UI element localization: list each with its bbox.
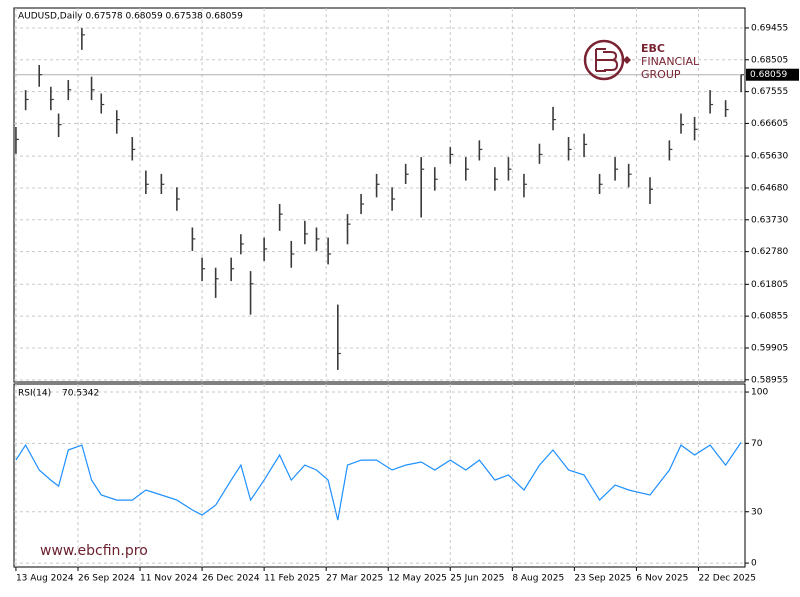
chart-header: AUDUSD,Daily 0.67578 0.68059 0.67538 0.6…	[18, 12, 243, 22]
watermark: www.ebcfin.pro	[40, 543, 148, 559]
grid	[14, 8, 745, 567]
y-tick-label: 0.65630	[751, 152, 788, 162]
x-tick-label: 6 Nov 2025	[636, 574, 688, 584]
rsi-line	[15, 442, 742, 521]
x-tick-label: 22 Dec 2025	[698, 574, 756, 584]
y-tick-label: 0.61805	[751, 280, 788, 290]
y-tick-label: 70	[751, 439, 763, 449]
y-tick-label: 0.58955	[751, 375, 788, 385]
x-tick-label: 12 May 2025	[388, 574, 447, 584]
y-tick-label: 30	[751, 507, 763, 517]
y-tick-label: 0.66605	[751, 119, 788, 129]
y-tick-label: 0.64680	[751, 183, 788, 193]
y-tick-label: 0	[751, 559, 757, 569]
x-tick-label: 23 Sep 2025	[574, 574, 631, 584]
x-tick-label: 26 Sep 2024	[78, 574, 135, 584]
y-tick-label: 0.67555	[751, 87, 788, 97]
last-price-box	[746, 68, 799, 81]
x-tick-label: 11 Nov 2024	[140, 574, 198, 584]
x-tick-label: 26 Dec 2024	[202, 574, 260, 584]
marks	[15, 28, 745, 521]
y-tick-label: 0.62780	[751, 247, 788, 257]
y-tick-label: 0.68505	[751, 55, 788, 65]
y-tick-label: 0.63730	[751, 215, 788, 225]
x-tick-label: 25 Jun 2025	[450, 574, 504, 584]
y-tick-label: 0.60855	[751, 312, 788, 322]
logo-diamond	[623, 56, 631, 64]
x-tick-label: 13 Aug 2024	[16, 574, 74, 584]
logo-icon	[595, 48, 619, 72]
logo-text: GROUP	[641, 68, 681, 81]
rsi-panel	[13, 383, 746, 568]
x-tick-label: 27 Mar 2025	[326, 574, 383, 584]
y-tick-label: 0.69455	[751, 23, 788, 33]
price-panel	[13, 7, 746, 383]
x-tick-label: 11 Feb 2025	[264, 574, 320, 584]
rsi-last-value: 70.5342	[62, 389, 99, 399]
logo: EBC FINANCIAL GROUP	[583, 39, 700, 81]
y-tick-label: 100	[751, 388, 768, 398]
rsi-title: RSI(14)	[18, 389, 51, 399]
last-price-label: 0.68059	[750, 70, 787, 80]
y-tick-label: 0.59905	[751, 343, 788, 353]
logo-text: FINANCIAL	[641, 55, 700, 68]
x-tick-label: 8 Aug 2025	[512, 574, 564, 584]
logo-text: EBC	[641, 42, 665, 55]
